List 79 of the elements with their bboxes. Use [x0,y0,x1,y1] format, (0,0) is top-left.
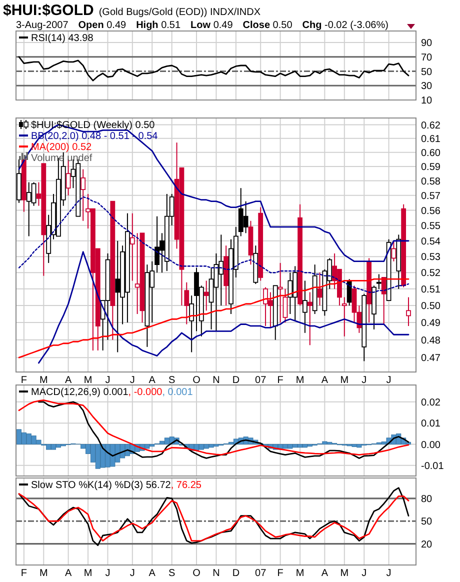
x-tick-label: M [84,568,92,579]
y-tick-label: 0.00 [421,440,441,451]
y-tick-label: 0.59 [421,162,441,173]
x-tick-label: J [386,375,392,386]
y-tick-label: 30 [421,81,433,92]
x-tick-label: A [148,375,156,386]
x-tick-label: N [212,568,220,579]
x-tick-label: A [321,375,328,386]
y-tick-label: 0.51 [421,284,441,296]
x-tick-label: A [148,568,156,579]
annotation: High 0.51 [136,20,181,31]
annotation: Close 0.50 [242,20,293,31]
y-tick-label: 0.56 [421,206,441,217]
x-tick-label: O [192,568,201,579]
x-tick-label: N [212,375,220,386]
y-tick-label: 0.54 [421,236,441,248]
y-tick-label: 0.52 [421,268,441,280]
y-tick-label: 0.62 [421,120,441,132]
x-tick-label: F [277,375,284,386]
x-tick-label: 07 [255,568,267,579]
x-tick-label: M [340,568,349,579]
x-tick-label: M [39,568,48,579]
y-tick-label: 70 [421,52,433,64]
x-tick-label: F [20,375,27,386]
chart-title: $HUI:$GOLD [3,2,94,19]
x-tick-label: J [362,568,367,579]
y-tick-label: 0.49 [421,318,441,330]
y-tick-label: 80 [421,494,433,505]
x-tick-label: A [64,568,72,579]
y-tick-label: -0.01 [421,460,444,472]
legend-label: RSI(14) 43.98 [31,33,94,44]
x-tick-label: F [277,568,284,579]
x-tick-label: J [105,568,110,579]
y-tick-label: 0.47 [421,353,441,364]
annotation: Chg -0.02 (-3.06%) [302,20,388,31]
y-tick-label: 0.61 [421,134,441,145]
y-tick-label: 0.50 [421,301,441,312]
x-tick-label: F [20,568,27,579]
x-tick-label: O [192,375,201,386]
x-tick-label: 07 [255,375,267,386]
x-tick-label: A [64,375,72,386]
chart-subtitle: (Gold Bugs/Gold (EOD)) INDX/INDX [98,7,261,18]
y-tick-label: 0.53 [421,252,441,264]
x-tick-label: M [84,375,92,386]
x-tick-label: M [296,568,304,579]
y-tick-label: 0.60 [421,148,441,159]
y-tick-label: 50 [421,66,433,78]
x-tick-label: J [105,375,110,386]
x-tick-label: J [130,568,135,579]
x-tick-label: M [340,375,349,386]
y-tick-label: 0.48 [421,335,441,346]
y-tick-label: 0.02 [421,397,441,408]
x-tick-label: M [296,375,304,386]
x-tick-label: A [321,568,328,579]
legend-label: MACD(12,26,9) 0.001 [31,387,129,398]
legend-label: MA(200) 0.52 [31,142,92,153]
text: , 0.001 [162,387,194,398]
x-tick-label: D [232,568,240,579]
x-tick-label: S [168,568,176,579]
y-tick-label: 50 [421,516,433,528]
x-tick-label: J [130,375,135,386]
x-tick-label: J [362,375,367,386]
y-tick-label: 0.01 [421,418,441,430]
annotation: 3-Aug-2007 [16,20,69,31]
y-tick-label: 0.58 [421,176,441,188]
x-tick-label: M [39,375,48,386]
y-tick-label: 90 [421,38,433,49]
y-tick-label: 10 [421,96,433,106]
legend-label: Slow STO %K(14) %D(3) 56.72 [31,480,172,491]
series-label: , 76.25 [170,480,202,491]
annotation: Low 0.49 [190,20,234,31]
x-tick-label: J [386,568,392,579]
y-tick-label: 0.55 [421,220,441,232]
y-tick-label: 20 [421,539,433,550]
x-tick-label: D [232,375,240,386]
x-tick-label: S [168,375,176,386]
annotation: Open 0.49 [78,20,127,31]
y-tick-label: 0.57 [421,190,441,202]
text: , -0.000 [128,387,163,398]
